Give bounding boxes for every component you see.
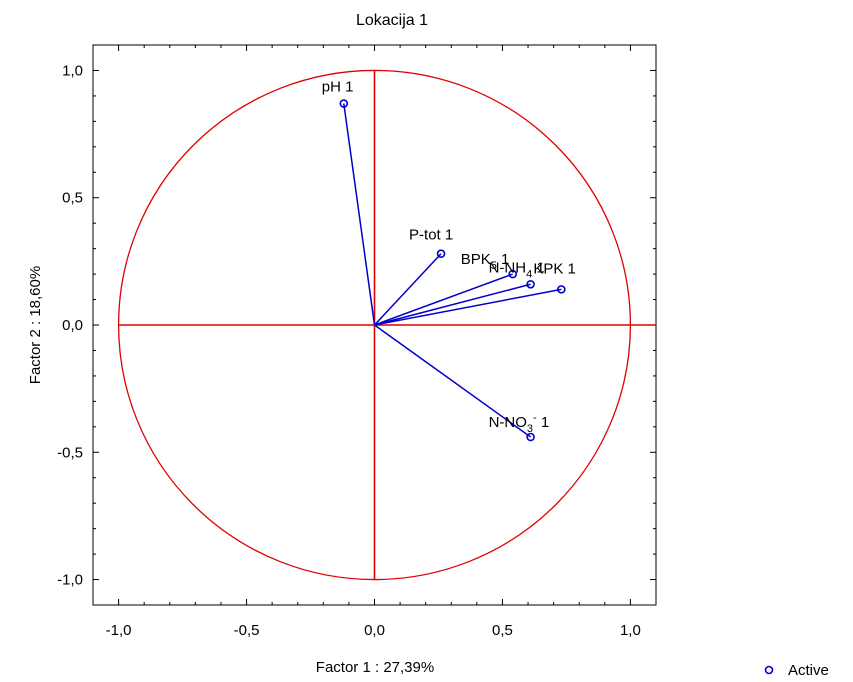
loading-vectors [343, 103, 562, 438]
loading-vector [373, 253, 442, 326]
y-tick-label: -1,0 [57, 572, 83, 589]
y-tick-label: 0,0 [62, 317, 83, 334]
loading-point [557, 285, 566, 294]
point-label: BPK5 1 [461, 251, 510, 272]
loading-point [508, 269, 517, 279]
loading-point [436, 249, 446, 259]
legend-marker-active [764, 665, 774, 675]
point-label: pH 1 [322, 79, 354, 96]
x-tick-label: -0,5 [234, 622, 260, 639]
x-tick-label: 0,5 [492, 622, 513, 639]
y-tick-label: 0,5 [62, 190, 83, 207]
loading-vector [374, 324, 532, 438]
point-label: P-tot 1 [409, 227, 453, 244]
reference-lines [117, 69, 656, 581]
loading-vector [374, 273, 513, 326]
loading-point [526, 432, 535, 442]
x-tick-label: 0,0 [364, 622, 385, 639]
point-label: N-NO3- 1 [489, 412, 550, 435]
loading-vector [374, 288, 562, 326]
y-tick-label: -0,5 [57, 444, 83, 461]
loading-point [339, 99, 349, 108]
loading-vector [343, 103, 376, 326]
loading-vector [374, 283, 531, 326]
x-tick-label: -1,0 [106, 622, 132, 639]
point-label: N-NH4 1 [489, 259, 545, 280]
y-tick-label: 1,0 [62, 62, 83, 79]
loading-point [526, 279, 535, 289]
legend: Active [764, 662, 829, 679]
y-axis-label: Factor 2 : 18,60% [27, 266, 44, 384]
axis-ticks: -1,0 -0,5 0,0 0,5 1,0 1,0 0,5 0,0 -0,5 -1,0 [57, 44, 657, 639]
x-tick-label: 1,0 [620, 622, 641, 639]
chart-title: Lokacija 1 [356, 12, 428, 29]
x-axis-label: Factor 1 : 27,39% [316, 659, 434, 676]
loading-points [339, 99, 566, 442]
point-label: KPK 1 [533, 260, 576, 277]
legend-label-active: Active [788, 662, 829, 679]
